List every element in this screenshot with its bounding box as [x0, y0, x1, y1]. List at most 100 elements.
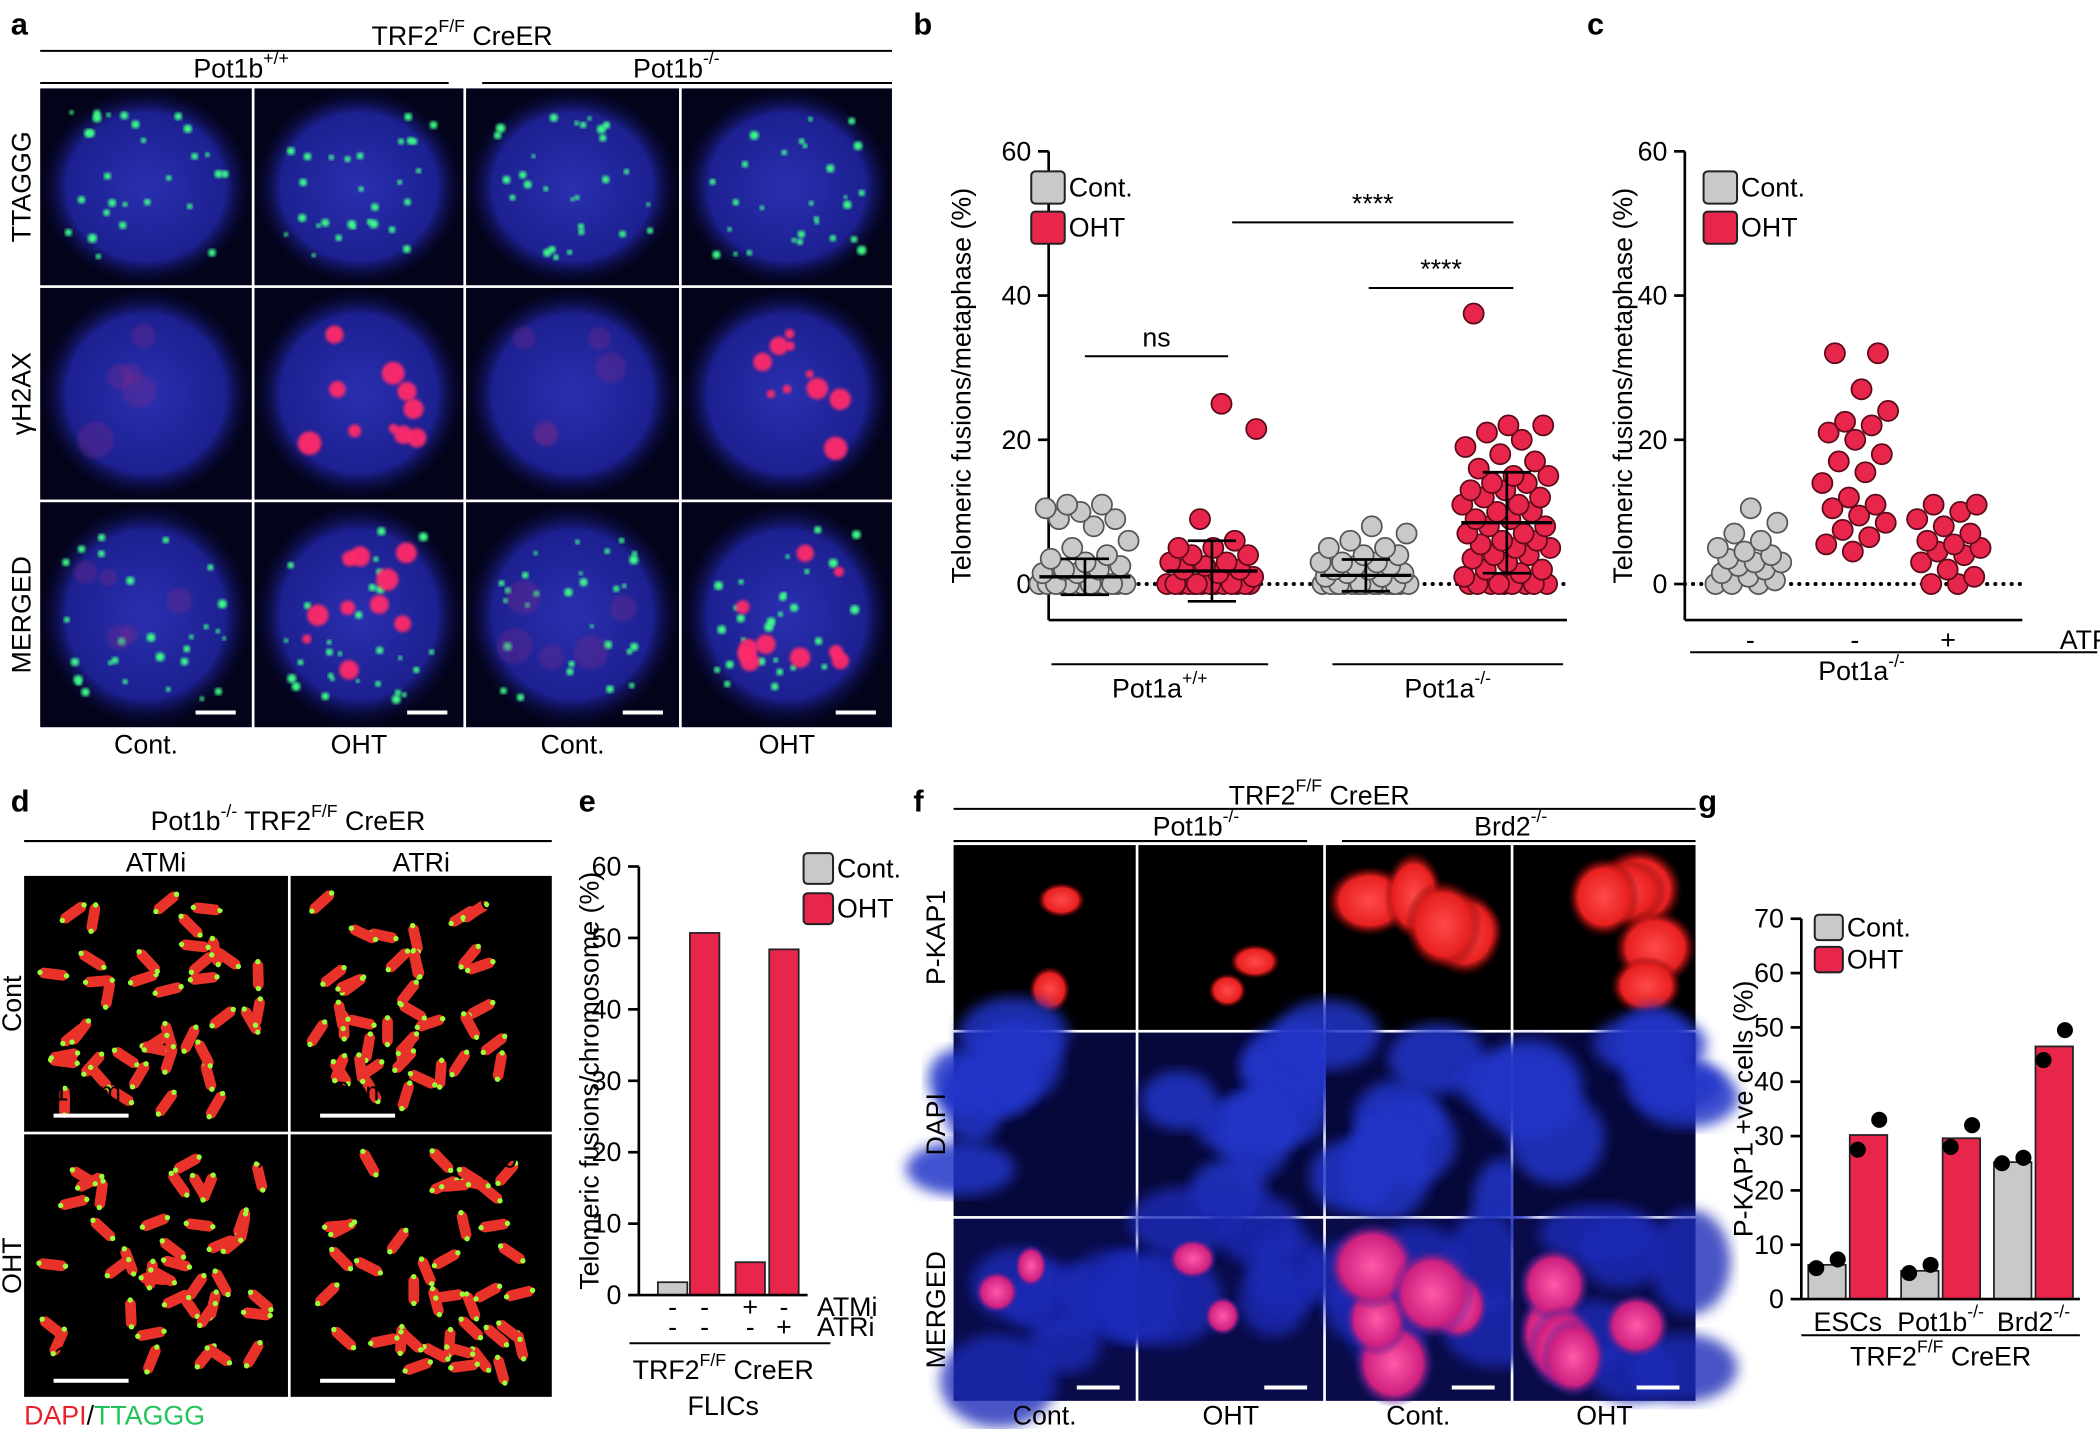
- telomere-spot: [69, 1167, 76, 1173]
- treatment-mark: -: [700, 1312, 709, 1342]
- damage-focus: [737, 645, 754, 662]
- telomere-spot: [797, 230, 806, 238]
- telomere-spot: [732, 199, 740, 206]
- telomere-spot: [776, 668, 784, 676]
- telomere-spot: [646, 227, 654, 234]
- x-tick-label: -: [1850, 625, 1859, 655]
- damage-focus: [302, 634, 312, 644]
- telomere-spot: [204, 1345, 210, 1351]
- y-tick-label: 30: [1754, 1121, 1784, 1151]
- micrograph: [466, 502, 680, 728]
- telomere-spot: [287, 561, 294, 569]
- legend-swatch: [1813, 913, 1844, 942]
- telomere-spot: [92, 1181, 98, 1187]
- data-point: [1061, 537, 1084, 559]
- y-tick-label: 20: [1001, 425, 1031, 455]
- telomere-spot: [187, 977, 194, 983]
- data-point: [1454, 436, 1477, 458]
- telomere-spot: [485, 1183, 491, 1189]
- telomere-spot: [398, 1329, 404, 1335]
- telomere-spot: [97, 550, 105, 558]
- telomere-spot: [463, 1049, 470, 1055]
- telomere-spot: [407, 1071, 414, 1077]
- chromosome: [395, 1031, 420, 1056]
- telomere-spot: [410, 922, 416, 929]
- replicate-point: [1871, 1111, 1888, 1128]
- panel-letter: g: [1698, 783, 1717, 818]
- telomere-spot: [436, 1311, 443, 1318]
- x-tick-label-part: Brd2: [1997, 1307, 2054, 1337]
- telomere-spot: [136, 949, 142, 955]
- data-point: [1082, 515, 1105, 538]
- nucleus-signal: [1567, 857, 1640, 937]
- panel-header: Pot1b-/- TRF2F/F CreER: [151, 801, 426, 836]
- chromosome: [128, 970, 158, 987]
- telomere-spot: [402, 245, 411, 254]
- telomere-spot: [738, 579, 744, 585]
- telomere-spot: [90, 1217, 96, 1224]
- data-point: [1870, 443, 1893, 466]
- group-label: TRF2F/F CreER: [633, 1350, 814, 1385]
- telomere-spot: [196, 1154, 202, 1160]
- telomere-spot: [243, 1363, 250, 1369]
- nucleus: [1029, 1317, 1101, 1374]
- telomere-spot: [105, 1084, 112, 1091]
- damage-focus: [107, 364, 133, 390]
- chromosome: [396, 980, 420, 1006]
- telomere-spot: [170, 1044, 177, 1050]
- telomere-spot: [214, 687, 223, 696]
- telomere-spot: [81, 902, 87, 908]
- data-point: [1189, 508, 1211, 531]
- telomere-spot: [39, 1316, 45, 1322]
- telomere-spot: [84, 128, 93, 138]
- telomere-spot: [208, 248, 216, 257]
- telomere-spot: [206, 1246, 212, 1253]
- telomere-spot: [475, 943, 481, 950]
- telomere-spot: [253, 1161, 260, 1167]
- telomere-spot: [191, 152, 199, 160]
- telomere-spot: [483, 1324, 489, 1331]
- telomere-spot: [203, 624, 209, 630]
- telomere-spot: [372, 936, 379, 943]
- replicate-point: [1808, 1260, 1825, 1277]
- panel-header-part: TRF2: [237, 806, 311, 836]
- damage-focus: [756, 634, 776, 655]
- telomere-spot: [348, 1222, 354, 1228]
- telomere-spot: [375, 680, 381, 687]
- micrograph-background: [290, 875, 552, 1132]
- telomere-spot: [207, 1063, 213, 1069]
- telomere-spot: [725, 660, 734, 669]
- legend-label: OHT: [1847, 945, 1904, 975]
- telomere-spot: [512, 1160, 519, 1166]
- data-point: [1034, 497, 1057, 520]
- telomere-spot: [458, 964, 464, 970]
- telomere-spot: [623, 168, 630, 175]
- telomere-spot: [183, 1220, 189, 1227]
- damage-focus: [403, 398, 424, 419]
- telomere-spot: [629, 555, 639, 565]
- telomere-spot: [448, 1365, 454, 1371]
- panel-header-part: CreER: [338, 806, 426, 836]
- group-label-part: -/-: [1531, 806, 1548, 826]
- x-tick-label-part: Pot1b: [1897, 1307, 1967, 1337]
- micrograph: [940, 1218, 1175, 1428]
- telomere-spot: [212, 1300, 218, 1307]
- chromosome: [100, 979, 116, 1009]
- telomere-spot: [98, 1051, 105, 1057]
- damage-focus: [753, 352, 772, 372]
- telomere-spot: [62, 1085, 68, 1092]
- chromosome: [194, 1040, 214, 1068]
- chromosome: [38, 967, 68, 981]
- micrograph: [681, 287, 892, 500]
- telomere-spot: [848, 117, 856, 125]
- telomere-spot: [161, 1328, 167, 1334]
- data-point: [1039, 547, 1062, 570]
- column-label: ATMi: [126, 847, 186, 877]
- telomere-spot: [332, 1077, 338, 1084]
- legend-label: OHT: [1069, 213, 1126, 243]
- damage-focus: [329, 380, 346, 398]
- bar: [689, 932, 721, 1296]
- column-label: Cont.: [1386, 1401, 1450, 1429]
- telomere-spot: [240, 1309, 247, 1315]
- telomere-spot: [367, 1031, 374, 1037]
